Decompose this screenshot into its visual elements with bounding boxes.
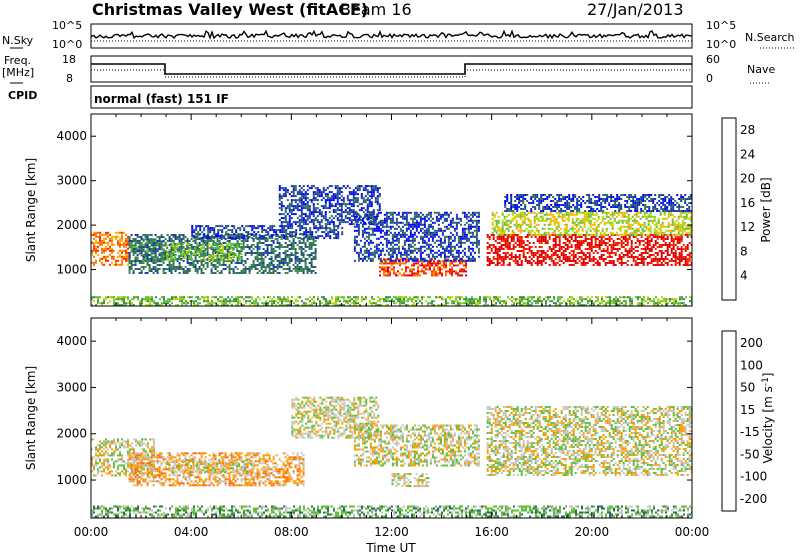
nsky-tick-top: 10^5 (52, 19, 82, 32)
velocity-ytick-label: 4000 (56, 334, 87, 348)
power-ylabel: Slant Range [km] (24, 158, 38, 262)
nave-tick-bottom: 0 (706, 72, 713, 85)
x-tick-label: 00:00 (74, 525, 109, 539)
velocity-colorbar-label-main: Velocity [m s (761, 386, 775, 463)
power-ytick-label: 2000 (56, 218, 87, 232)
power-panel: 1000 2000 3000 4000 Slant Range [km] 4 8 12 16… (24, 114, 773, 306)
nsky-trace (91, 31, 692, 38)
power-colorbar-tick-label: 24 (740, 147, 755, 161)
velocity-colorbar-label-tail: ] (761, 373, 775, 378)
x-tick-label: 20:00 (575, 525, 610, 539)
x-tick-label: 04:00 (174, 525, 209, 539)
power-echo-region (354, 212, 480, 262)
velocity-colorbar-tick-label: 50 (740, 381, 755, 395)
power-colorbar-frame (722, 118, 736, 300)
velocity-colorbar-tick-label: 100 (740, 358, 763, 372)
power-ytick-label: 1000 (56, 263, 87, 277)
velocity-colorbar-frame (722, 331, 736, 511)
velocity-ytick-label: 3000 (56, 380, 87, 394)
power-colorbar-label: Power [dB] (759, 177, 773, 242)
date-label: 27/Jan/2013 (587, 0, 684, 19)
x-tick-label: 00:00 (675, 525, 710, 539)
velocity-echo-region (392, 473, 430, 487)
freq-trace (91, 64, 692, 74)
nsky-panel: N.Sky 10^5 10^0 10^5 10^0 N.Search (2, 19, 795, 51)
nsearch-tick-bottom: 10^0 (706, 38, 736, 51)
power-colorbar-tick-label: 28 (740, 123, 755, 137)
beam-label: Beam 16 (340, 0, 412, 19)
velocity-colorbar-tick-label: 200 (740, 336, 763, 350)
power-colorbar-tick-label: 20 (740, 172, 755, 186)
velocity-colorbar-tick-label: -200 (740, 492, 767, 506)
nave-tick-top: 60 (706, 53, 720, 66)
velocity-colorbar-label-sup: -1 (761, 377, 771, 386)
cpid-text: normal (fast) 151 IF (94, 92, 229, 106)
nsearch-tick-top: 10^5 (706, 19, 736, 32)
freq-tick-bottom: 8 (66, 72, 73, 85)
velocity-colorbar-tick-label: -50 (740, 447, 760, 461)
nsearch-label: N.Search (745, 31, 795, 44)
freq-panel: Freq. [MHz] 18 8 60 0 Nave (2, 53, 775, 85)
velocity-ytick-label: 1000 (56, 473, 87, 487)
x-tick-label: 16:00 (474, 525, 509, 539)
x-tick-label: 12:00 (374, 525, 409, 539)
power-colorbar-tick-label: 12 (740, 220, 755, 234)
velocity-colorbar-tick-label: 15 (740, 403, 755, 417)
nsky-tick-bottom: 10^0 (52, 38, 82, 51)
power-echo-region (487, 234, 693, 266)
velocity-colorbar (722, 331, 736, 511)
cpid-label: CPID (8, 89, 37, 102)
power-colorbar-tick-label: 8 (740, 244, 748, 258)
power-colorbar (722, 118, 736, 300)
power-echo-region (279, 185, 381, 225)
x-tick-label: 08:00 (274, 525, 309, 539)
plot-title: Christmas Valley West (fitACF) (92, 0, 368, 19)
power-echo-region (492, 212, 694, 236)
velocity-colorbar-tick-label: -15 (740, 425, 760, 439)
velocity-echo-region (487, 406, 693, 476)
velocity-panel: 1000 2000 3000 4000 Slant Range [km] 200 100… (24, 318, 775, 518)
velocity-ytick-label: 2000 (56, 427, 87, 441)
power-colorbar-tick-label: 4 (740, 269, 748, 283)
velocity-colorbar-label: Velocity [m s-1] (761, 373, 775, 464)
power-echo-region (504, 194, 692, 212)
power-ytick-label: 4000 (56, 129, 87, 143)
freq-unit-label: [MHz] (2, 66, 34, 79)
velocity-frame (91, 318, 692, 518)
power-echo-region (91, 232, 129, 266)
power-colorbar-ticks: 4 8 12 16 20 24 28 (740, 123, 755, 283)
velocity-xticks (91, 318, 692, 518)
velocity-echo-region (354, 425, 480, 467)
nsky-label: N.Sky (2, 34, 34, 47)
x-tick-labels: 00:00 04:00 08:00 12:00 16:00 20:00 00:00 (74, 525, 710, 539)
nave-label: Nave (747, 63, 775, 76)
x-axis-label: Time UT (365, 541, 416, 554)
power-ytick-label: 3000 (56, 174, 87, 188)
velocity-colorbar-tick-label: -100 (740, 470, 767, 484)
power-echoes (91, 185, 694, 306)
power-colorbar-tick-label: 16 (740, 196, 755, 210)
freq-tick-top: 18 (62, 53, 76, 66)
velocity-ylabel: Slant Range [km] (24, 366, 38, 470)
velocity-echo-region (129, 452, 305, 486)
velocity-echoes (91, 397, 693, 518)
